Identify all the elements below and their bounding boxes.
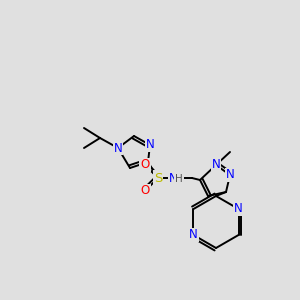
Text: O: O [140,158,150,172]
Text: N: N [169,172,177,184]
Text: N: N [212,158,220,172]
Text: N: N [146,139,154,152]
Text: N: N [234,202,243,215]
Text: S: S [154,172,162,184]
Text: N: N [226,169,234,182]
Text: N: N [114,142,122,154]
Text: H: H [175,174,183,184]
Text: O: O [140,184,150,197]
Text: N: N [189,229,198,242]
